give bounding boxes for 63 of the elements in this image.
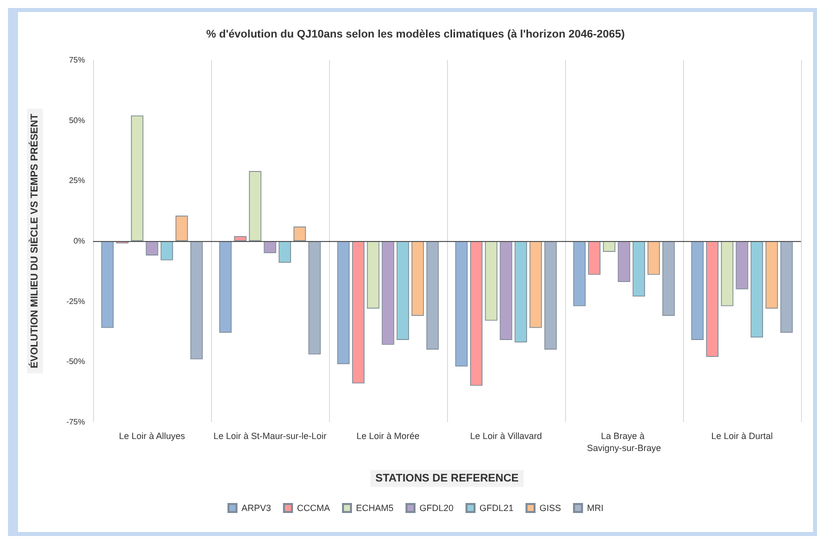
bar bbox=[544, 241, 557, 350]
legend-label: ECHAM5 bbox=[356, 503, 394, 513]
bar bbox=[337, 241, 350, 364]
bar bbox=[278, 241, 292, 263]
x-tick-label: Le Loir à Alluyes bbox=[118, 431, 186, 441]
bar bbox=[706, 241, 718, 357]
bar bbox=[618, 241, 630, 282]
x-tick-label: Le Loir à Morée bbox=[356, 431, 420, 441]
y-tick-label: 50% bbox=[68, 116, 85, 125]
bar bbox=[412, 241, 424, 316]
y-tick-label: 25% bbox=[68, 176, 85, 186]
bar bbox=[146, 241, 158, 256]
bar bbox=[602, 241, 616, 252]
y-tick-label: -50% bbox=[66, 357, 85, 366]
bar bbox=[720, 241, 734, 306]
bar bbox=[588, 241, 600, 275]
bar bbox=[396, 241, 410, 340]
bar bbox=[514, 241, 528, 342]
bar bbox=[691, 241, 704, 340]
bar bbox=[248, 171, 262, 241]
legend-label: GISS bbox=[540, 503, 562, 513]
bar bbox=[455, 241, 468, 366]
legend-label: ARPV3 bbox=[241, 503, 271, 513]
bar bbox=[648, 241, 660, 275]
bar bbox=[294, 226, 306, 241]
x-tick-label: La Braye à Savigny-sur-Braye bbox=[586, 431, 662, 453]
x-tick-label: Le Loir à Villavard bbox=[470, 431, 542, 441]
legend-label: MRI bbox=[587, 503, 604, 513]
bar bbox=[130, 116, 144, 241]
legend-label: CCCMA bbox=[296, 503, 330, 513]
bar bbox=[176, 216, 188, 241]
x-tick-label: Le Loir à St-Maur-sur-le-Loir bbox=[213, 431, 327, 441]
bar bbox=[219, 241, 232, 333]
bar bbox=[382, 241, 394, 345]
bar bbox=[308, 241, 321, 354]
bar bbox=[101, 241, 114, 328]
y-tick-label: 75% bbox=[68, 56, 85, 64]
y-axis-title: ÉVOLUTION MILIEU DU SIÈCLE VS TEMPS PRÉSENT bbox=[28, 114, 40, 368]
bar bbox=[573, 241, 586, 306]
x-tick-label: Le Loir à Durtal bbox=[711, 431, 773, 441]
bar bbox=[234, 236, 246, 241]
bar bbox=[780, 241, 793, 333]
bar bbox=[352, 241, 364, 384]
y-tick-label: -25% bbox=[66, 296, 85, 306]
legend-label: GFDL21 bbox=[480, 503, 514, 513]
bar bbox=[750, 241, 764, 338]
bar bbox=[470, 241, 482, 386]
bar bbox=[366, 241, 380, 309]
x-axis-title: STATIONS DE REFERENCE bbox=[375, 472, 519, 484]
bar bbox=[160, 241, 174, 260]
bar bbox=[632, 241, 646, 297]
bar bbox=[766, 241, 778, 309]
bar bbox=[500, 241, 512, 340]
bar bbox=[190, 241, 203, 360]
y-tick-label: 0% bbox=[73, 236, 85, 246]
bar bbox=[426, 241, 439, 350]
bar bbox=[484, 241, 498, 321]
bar bbox=[530, 241, 542, 328]
bar bbox=[662, 241, 675, 316]
bar bbox=[736, 241, 748, 290]
y-tick-label: -75% bbox=[66, 418, 85, 426]
legend-label: GFDL20 bbox=[419, 503, 454, 513]
chart-title: % d'évolution du QJ10ans selon les modèles climatiques (à l'horizon 2046-2065) bbox=[206, 28, 626, 40]
